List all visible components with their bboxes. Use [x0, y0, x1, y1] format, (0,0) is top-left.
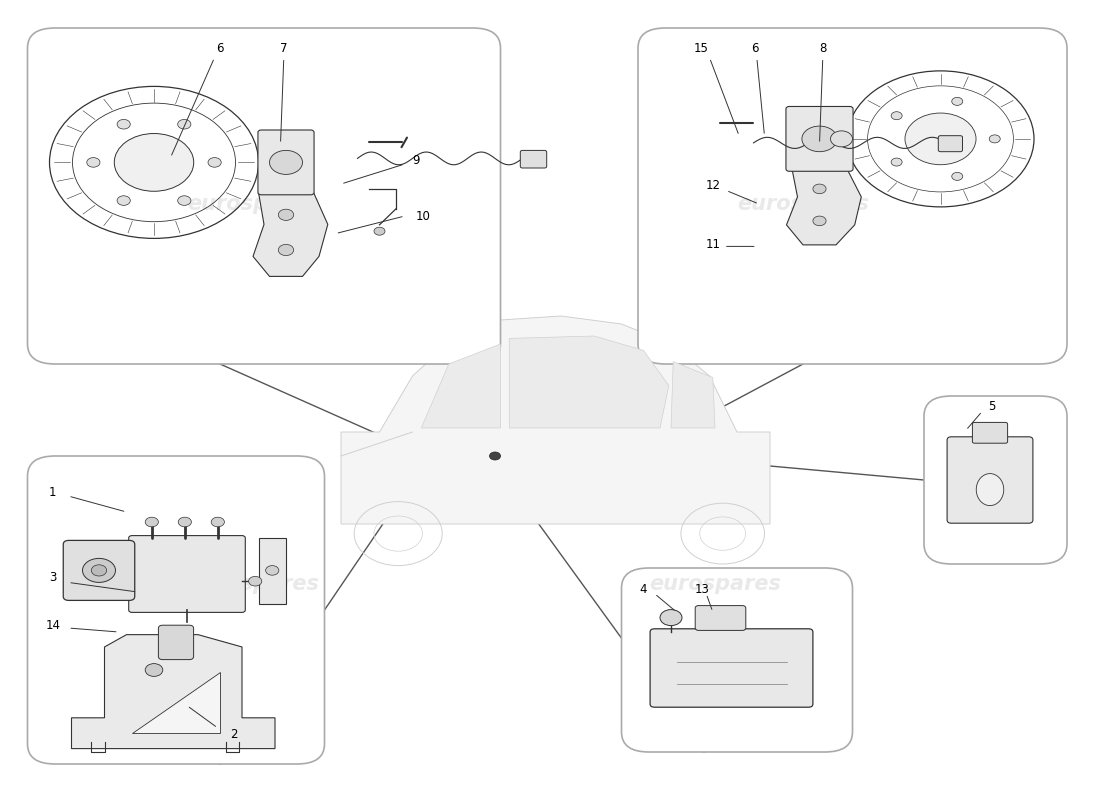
- Circle shape: [952, 98, 962, 106]
- Text: 8: 8: [820, 42, 826, 54]
- Text: 14: 14: [45, 619, 60, 632]
- Text: 2: 2: [231, 728, 238, 741]
- FancyBboxPatch shape: [924, 396, 1067, 564]
- FancyBboxPatch shape: [129, 536, 245, 613]
- Circle shape: [114, 134, 194, 191]
- Text: 13: 13: [694, 583, 710, 596]
- Circle shape: [813, 216, 826, 226]
- FancyBboxPatch shape: [158, 626, 194, 659]
- Text: 10: 10: [416, 210, 431, 222]
- Circle shape: [91, 565, 107, 576]
- Circle shape: [374, 227, 385, 235]
- FancyBboxPatch shape: [638, 28, 1067, 364]
- FancyBboxPatch shape: [621, 568, 852, 752]
- Circle shape: [891, 112, 902, 120]
- FancyBboxPatch shape: [28, 28, 500, 364]
- Text: 15: 15: [693, 42, 708, 54]
- Circle shape: [278, 209, 294, 220]
- Circle shape: [117, 196, 130, 206]
- Circle shape: [802, 126, 837, 152]
- Text: 3: 3: [50, 571, 56, 584]
- Circle shape: [278, 244, 294, 255]
- Circle shape: [211, 517, 224, 527]
- Circle shape: [891, 158, 902, 166]
- Circle shape: [952, 172, 962, 180]
- FancyBboxPatch shape: [28, 456, 324, 764]
- Circle shape: [989, 135, 1000, 143]
- Circle shape: [178, 517, 191, 527]
- Polygon shape: [253, 192, 328, 276]
- Polygon shape: [786, 169, 861, 245]
- FancyBboxPatch shape: [785, 106, 854, 171]
- Text: 5: 5: [989, 400, 996, 413]
- Polygon shape: [421, 344, 500, 428]
- Polygon shape: [341, 316, 770, 524]
- Circle shape: [178, 196, 191, 206]
- Circle shape: [178, 119, 191, 129]
- Text: 9: 9: [412, 154, 419, 166]
- Polygon shape: [132, 672, 220, 733]
- Circle shape: [490, 452, 500, 460]
- Polygon shape: [72, 634, 275, 749]
- Ellipse shape: [977, 474, 1003, 506]
- Text: 6: 6: [751, 42, 758, 54]
- Circle shape: [813, 184, 826, 194]
- Circle shape: [82, 558, 116, 582]
- FancyBboxPatch shape: [972, 422, 1008, 443]
- Text: 11: 11: [705, 238, 720, 250]
- Circle shape: [270, 150, 302, 174]
- FancyBboxPatch shape: [695, 606, 746, 630]
- Circle shape: [145, 664, 163, 677]
- Text: eurospares: eurospares: [187, 574, 319, 594]
- Text: 6: 6: [217, 42, 223, 54]
- FancyBboxPatch shape: [257, 130, 315, 194]
- FancyBboxPatch shape: [947, 437, 1033, 523]
- Text: eurospares: eurospares: [187, 194, 319, 214]
- Polygon shape: [509, 336, 669, 428]
- Text: eurospares: eurospares: [737, 194, 869, 214]
- Circle shape: [145, 517, 158, 527]
- FancyBboxPatch shape: [650, 629, 813, 707]
- Text: 12: 12: [705, 179, 720, 192]
- FancyBboxPatch shape: [938, 136, 962, 152]
- Circle shape: [660, 610, 682, 626]
- Circle shape: [266, 566, 279, 575]
- Text: 7: 7: [280, 42, 287, 54]
- Text: 4: 4: [640, 583, 647, 596]
- Circle shape: [249, 576, 262, 586]
- Circle shape: [87, 158, 100, 167]
- Circle shape: [905, 113, 976, 165]
- Polygon shape: [671, 362, 715, 428]
- FancyBboxPatch shape: [520, 150, 547, 168]
- Polygon shape: [258, 538, 286, 603]
- FancyBboxPatch shape: [64, 541, 134, 600]
- Circle shape: [830, 131, 852, 147]
- Text: eurospares: eurospares: [649, 574, 781, 594]
- Circle shape: [117, 119, 130, 129]
- Text: 1: 1: [50, 486, 56, 498]
- Circle shape: [208, 158, 221, 167]
